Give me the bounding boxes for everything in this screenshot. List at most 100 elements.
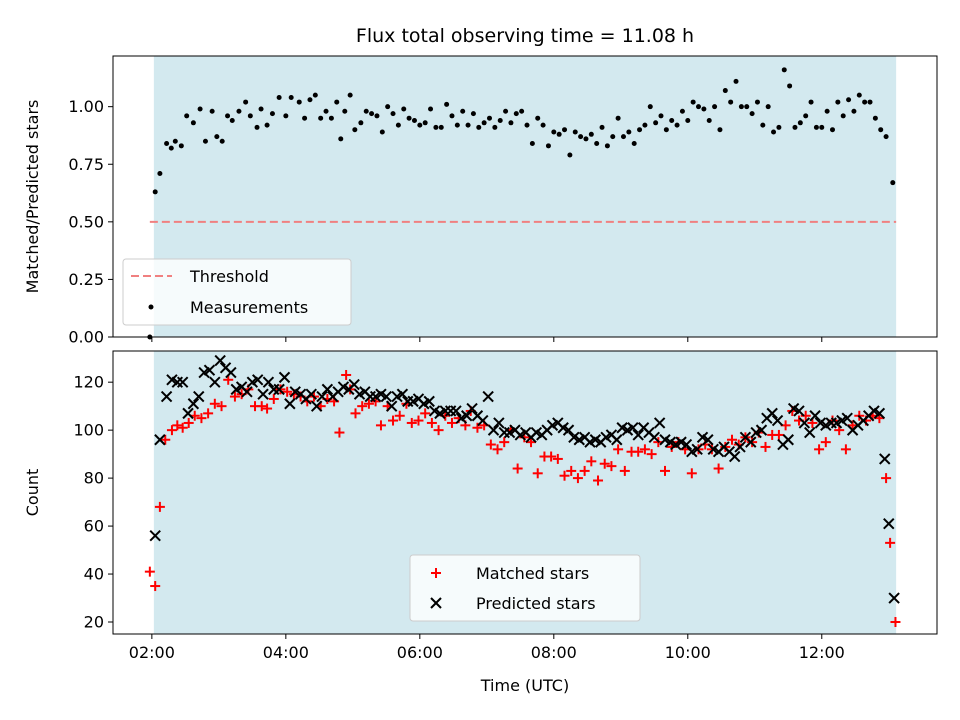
measurement-point [312,92,318,98]
measurement-point [449,113,455,119]
measurement-point [524,122,530,128]
matched-star-point [546,451,557,462]
matched-star-point [209,398,220,409]
matched-star-point [619,465,630,476]
predicted-star-point [450,405,462,417]
measurement-point [540,122,546,128]
predicted-star-point [154,434,166,446]
top-panel: 0.00 0.25 0.50 0.75 1.00 Matched/Predicted s… [23,55,938,347]
measurement-point [358,120,364,126]
predicted-star-point [611,434,623,446]
predicted-star-point [487,424,500,436]
y-tick-label: 0.50 [68,212,104,231]
predicted-star-point [804,426,816,439]
measurement-point [626,129,632,135]
measurement-point [168,145,174,151]
matched-star-point [646,449,657,460]
chart-title: Flux total observing time = 11.08 h [356,25,694,47]
matched-star-point [166,425,177,436]
measurement-point [276,94,282,100]
x-tick-label: 12:00 [799,643,845,662]
predicted-star-point [241,386,253,398]
measurement-point [164,141,170,147]
matched-star-point [890,617,901,628]
measurement-point [202,138,208,144]
predicted-star-point [251,374,264,386]
measurement-point [685,117,691,123]
matched-star-point [760,441,771,452]
measurement-point [369,111,375,117]
matched-star-point [512,463,523,474]
predicted-star-point [798,417,811,429]
measurement-point [867,99,873,105]
measurement-point [856,92,862,98]
matched-star-point [406,417,417,428]
measurement-point [545,143,551,149]
measurement-point [363,108,369,114]
measurement-point [454,122,460,128]
measurement-point [214,134,220,140]
matched-star-point [375,420,386,431]
measurement-point [615,115,621,121]
predicted-star-point [680,438,693,451]
y-tick-label: 1.00 [68,97,104,116]
measurement-point [481,120,487,126]
y-tick-label: 0.25 [68,270,104,289]
legend-predicted-label: Predicted stars [476,594,596,613]
predicted-star-point [782,434,794,446]
predicted-star-point [284,398,296,410]
measurement-point [476,124,482,130]
y-tick-label: 100 [73,421,104,440]
predicted-star-point [879,453,891,465]
measurement-point [197,106,203,112]
matched-star-point [196,413,207,424]
measurement-point [637,127,643,133]
top-axes-frame [112,55,938,338]
predicted-star-point [482,390,494,403]
x-tick-label: 10:00 [665,643,711,662]
matched-star-point [426,417,437,428]
matched-star-point [572,473,583,484]
predicted-star-point [793,405,805,417]
measurement-point [157,170,163,176]
measurement-point [594,141,600,147]
measurement-point [674,122,680,128]
matched-star-point [552,453,563,464]
measurement-point [551,129,557,135]
measurement-point [236,108,242,114]
x-tick-label: 08:00 [531,643,577,662]
predicted-star-point [466,402,478,415]
y-tick-label: 60 [84,517,104,536]
predicted-star-point [176,376,189,388]
measurement-point [438,124,444,130]
matched-star-point [686,468,697,479]
measurement-point [390,111,396,117]
predicted-star-point [348,378,360,391]
measurement-point [851,108,857,114]
matched-star-point [363,398,374,409]
measurement-point [578,134,584,140]
matched-star-point [840,444,851,455]
measurement-point [318,115,324,121]
matched-star-point [773,429,784,440]
matched-star-point [847,420,858,431]
matched-star-point [639,444,650,455]
legend-measurements-label: Measurements [190,298,308,317]
measurement-point [428,106,434,112]
measurement-point [184,113,190,119]
measurement-point [395,122,401,128]
x-tick-label: 06:00 [397,643,443,662]
predicted-star-point [653,417,666,429]
matched-star-point [413,415,424,426]
measurement-point [878,127,884,133]
measurement-point [872,115,878,121]
matched-star-point [532,468,543,479]
matched-star-point [526,437,537,448]
matched-star-point [370,396,381,407]
measurement-point [728,99,734,105]
measurement-point [229,117,235,123]
measurement-point [883,134,889,140]
measurement-point [508,120,514,126]
measurement-point [797,120,803,126]
measurement-point [604,143,610,149]
